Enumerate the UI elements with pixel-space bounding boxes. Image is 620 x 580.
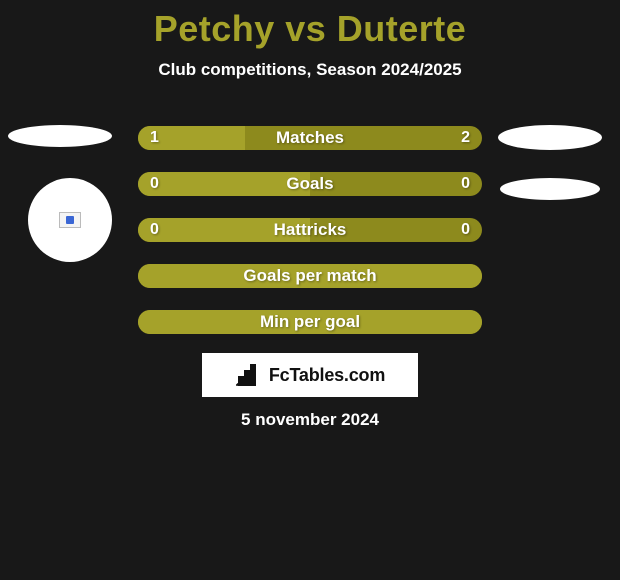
stat-bar: Min per goal <box>138 310 482 334</box>
player-left-avatar-top <box>8 125 112 147</box>
branding-text: FcTables.com <box>269 365 385 386</box>
flag-icon <box>59 212 81 228</box>
stat-label: Hattricks <box>138 220 482 240</box>
stat-bar: 00Hattricks <box>138 218 482 242</box>
stat-bar: 12Matches <box>138 126 482 150</box>
branding-box: FcTables.com <box>202 353 418 397</box>
stats-bars: 12Matches 00Goals 00Hattricks Goals per mat… <box>138 126 482 356</box>
player-left-badge <box>28 178 112 262</box>
stat-label: Matches <box>138 128 482 148</box>
flag-dot-icon <box>66 216 74 224</box>
date-text: 5 november 2024 <box>0 410 620 430</box>
stat-bar: Goals per match <box>138 264 482 288</box>
stat-bar: 00Goals <box>138 172 482 196</box>
player-right-avatar-top <box>498 125 602 150</box>
stat-label: Goals per match <box>138 266 482 286</box>
bars-icon <box>235 363 263 387</box>
stat-label: Goals <box>138 174 482 194</box>
player-right-avatar-mid <box>500 178 600 200</box>
page-title: Petchy vs Duterte <box>0 0 620 50</box>
stat-label: Min per goal <box>138 312 482 332</box>
page-subtitle: Club competitions, Season 2024/2025 <box>0 60 620 80</box>
